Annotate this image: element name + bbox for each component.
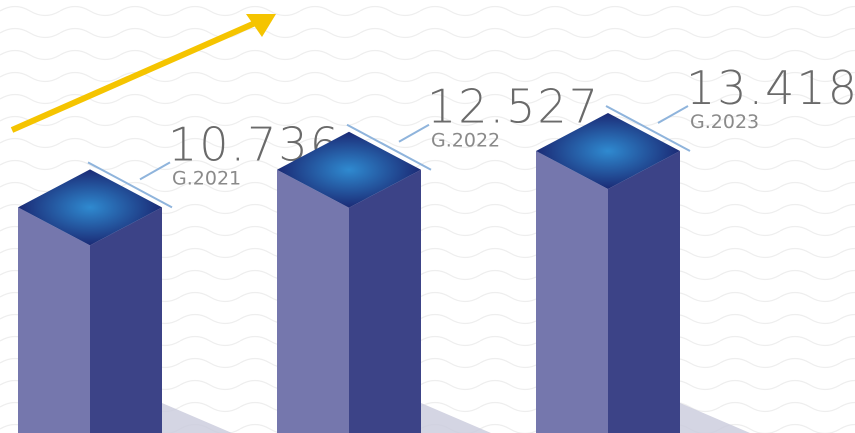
bar-left-face [18,207,90,433]
leader-line [87,161,173,209]
category-label: G.2021 [172,167,241,189]
bar-right-face [349,169,421,433]
bar-right-face [608,151,680,433]
bar-right-face [90,207,162,433]
value-label: 13.418 [686,61,855,115]
leader-line [346,123,432,171]
bar-left-face [536,151,608,433]
category-label: G.2023 [690,111,759,133]
trend-arrow [10,14,276,133]
leader-line [605,105,691,152]
leader-line [139,161,171,181]
leader-line [398,123,430,143]
bar-top-face [18,169,162,246]
value-label: 12.527 [427,80,600,134]
bar-top-face [277,131,421,208]
bar-top-face [536,113,680,189]
leader-line [657,105,689,124]
category-label: G.2022 [431,130,500,152]
bar-left-face [277,169,349,433]
